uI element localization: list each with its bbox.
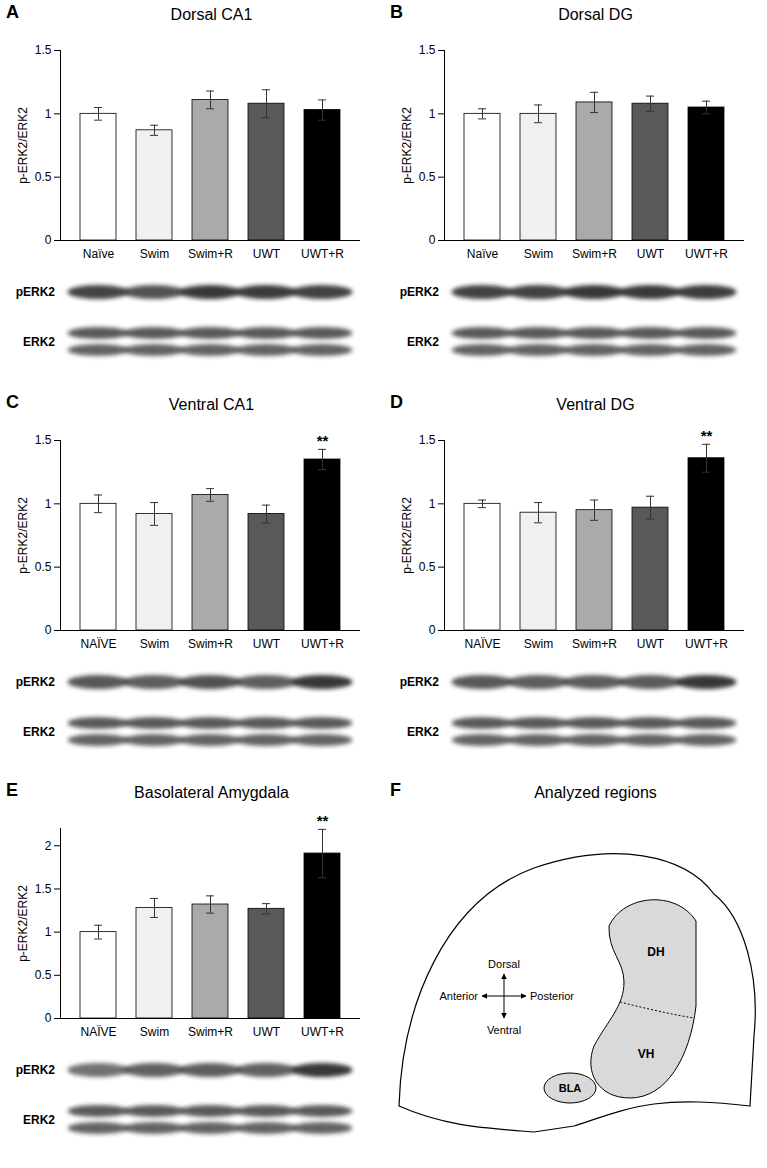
svg-text:UWT+R: UWT+R <box>301 1025 344 1039</box>
svg-text:0: 0 <box>45 623 52 637</box>
html-text:B: B <box>390 2 403 22</box>
svg-text:1.5: 1.5 <box>419 433 436 447</box>
svg-text:ERK2: ERK2 <box>407 725 439 739</box>
svg-text:Swim+R: Swim+R <box>188 637 233 651</box>
svg-text:0: 0 <box>429 233 436 247</box>
svg-text:pERK2: pERK2 <box>16 675 56 689</box>
svg-text:1: 1 <box>429 497 436 511</box>
svg-text:NAÏVE: NAÏVE <box>80 637 116 651</box>
svg-text:**: ** <box>317 432 329 449</box>
svg-text:Posterior: Posterior <box>530 990 574 1002</box>
svg-text:Dorsal: Dorsal <box>488 958 520 970</box>
svg-text:UWT+R: UWT+R <box>301 637 344 651</box>
html-text:C: C <box>6 392 19 412</box>
html-text:Ventral DG: Ventral DG <box>556 396 635 413</box>
svg-text:p-ERK2/ERK2: p-ERK2/ERK2 <box>16 885 30 962</box>
svg-text:pERK2: pERK2 <box>16 1063 56 1077</box>
svg-text:1.5: 1.5 <box>35 433 52 447</box>
svg-text:1: 1 <box>429 107 436 121</box>
svg-text:UWT: UWT <box>253 637 281 651</box>
svg-text:0.5: 0.5 <box>419 560 436 574</box>
svg-text:pERK2: pERK2 <box>16 285 56 299</box>
svg-text:**: ** <box>701 427 713 444</box>
svg-text:Naïve: Naïve <box>467 247 499 261</box>
svg-text:UWT+R: UWT+R <box>685 247 728 261</box>
html-text:D: D <box>390 392 403 412</box>
svg-text:pERK2: pERK2 <box>400 675 440 689</box>
svg-text:0: 0 <box>45 233 52 247</box>
svg-text:ERK2: ERK2 <box>23 335 55 349</box>
svg-text:1: 1 <box>45 497 52 511</box>
svg-text:Naïve: Naïve <box>83 247 115 261</box>
html-text:A: A <box>6 2 19 22</box>
html-text:Ventral CA1: Ventral CA1 <box>168 396 255 413</box>
svg-text:Anterior: Anterior <box>439 990 478 1002</box>
svg-text:Swim: Swim <box>140 637 169 651</box>
svg-text:p-ERK2/ERK2: p-ERK2/ERK2 <box>400 497 414 574</box>
html-text:Dorsal CA1: Dorsal CA1 <box>170 6 253 23</box>
svg-text:Swim: Swim <box>140 247 169 261</box>
svg-text:UWT+R: UWT+R <box>685 637 728 651</box>
svg-text:1.5: 1.5 <box>419 43 436 57</box>
svg-text:DH: DH <box>647 945 664 959</box>
html-text:Basolateral Amygdala: Basolateral Amygdala <box>134 784 289 801</box>
svg-text:1: 1 <box>45 925 52 939</box>
svg-text:1.5: 1.5 <box>35 882 52 896</box>
svg-text:2: 2 <box>45 839 52 853</box>
svg-text:0.5: 0.5 <box>35 560 52 574</box>
html-text:E: E <box>6 780 18 800</box>
svg-text:NAÏVE: NAÏVE <box>464 637 500 651</box>
svg-text:UWT: UWT <box>253 1025 281 1039</box>
svg-text:UWT+R: UWT+R <box>301 247 344 261</box>
svg-text:p-ERK2/ERK2: p-ERK2/ERK2 <box>16 107 30 184</box>
svg-text:ERK2: ERK2 <box>23 1113 55 1127</box>
html-text:Dorsal DG: Dorsal DG <box>558 6 633 23</box>
svg-text:**: ** <box>317 812 329 829</box>
svg-text:p-ERK2/ERK2: p-ERK2/ERK2 <box>16 497 30 574</box>
svg-text:p-ERK2/ERK2: p-ERK2/ERK2 <box>400 107 414 184</box>
svg-text:0: 0 <box>429 623 436 637</box>
svg-text:Swim: Swim <box>524 637 553 651</box>
svg-text:Swim+R: Swim+R <box>188 247 233 261</box>
svg-text:UWT: UWT <box>253 247 281 261</box>
svg-text:ERK2: ERK2 <box>23 725 55 739</box>
svg-text:Swim+R: Swim+R <box>572 247 617 261</box>
svg-text:Swim+R: Swim+R <box>572 637 617 651</box>
html-text:Analyzed regions: Analyzed regions <box>534 784 657 801</box>
svg-text:UWT: UWT <box>637 637 665 651</box>
svg-text:Ventral: Ventral <box>487 1024 521 1036</box>
svg-text:Swim: Swim <box>140 1025 169 1039</box>
svg-text:VH: VH <box>638 1047 655 1061</box>
svg-text:1.5: 1.5 <box>35 43 52 57</box>
svg-text:Swim: Swim <box>524 247 553 261</box>
svg-text:1: 1 <box>45 107 52 121</box>
svg-text:UWT: UWT <box>637 247 665 261</box>
svg-text:pERK2: pERK2 <box>400 285 440 299</box>
html-text:F: F <box>390 780 401 800</box>
svg-text:0.5: 0.5 <box>35 170 52 184</box>
svg-text:0.5: 0.5 <box>419 170 436 184</box>
svg-text:BLA: BLA <box>559 1082 582 1094</box>
svg-text:ERK2: ERK2 <box>407 335 439 349</box>
svg-text:0: 0 <box>45 1011 52 1025</box>
svg-text:Swim+R: Swim+R <box>188 1025 233 1039</box>
svg-text:0.5: 0.5 <box>35 968 52 982</box>
svg-text:NAÏVE: NAÏVE <box>80 1025 116 1039</box>
